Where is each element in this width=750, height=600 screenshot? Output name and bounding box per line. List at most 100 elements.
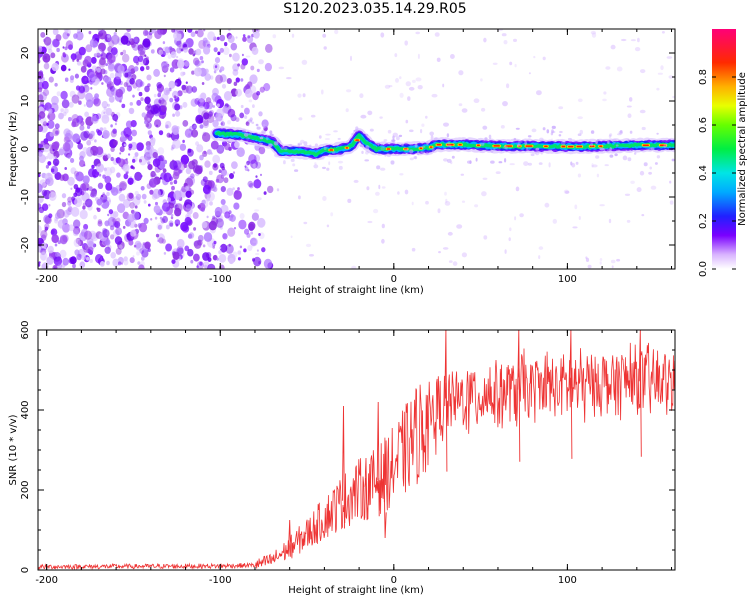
noise-blob	[107, 103, 110, 107]
noise-blob	[412, 79, 416, 83]
noise-blob	[609, 133, 613, 137]
noise-blob	[223, 91, 233, 101]
noise-blob	[169, 47, 173, 51]
noise-blob	[519, 213, 524, 218]
noise-blob	[367, 110, 373, 116]
noise-blob	[474, 204, 479, 208]
noise-blob	[414, 156, 418, 160]
spectrogram-y-label: Frequency (Hz)	[8, 111, 19, 187]
noise-blob	[171, 29, 175, 33]
noise-blob	[456, 224, 463, 229]
noise-blob	[78, 46, 86, 56]
noise-blob	[110, 130, 117, 138]
noise-blob	[399, 173, 404, 176]
noise-blob	[129, 78, 135, 85]
noise-blob	[59, 174, 65, 181]
noise-blob	[351, 265, 357, 269]
noise-blob	[104, 167, 113, 177]
noise-blob	[51, 62, 59, 72]
noise-blob	[219, 146, 224, 152]
noise-blob	[115, 227, 122, 236]
noise-blob	[140, 66, 145, 72]
noise-blob	[38, 261, 41, 264]
noise-blob	[409, 157, 414, 161]
noise-blob	[82, 175, 90, 184]
noise-blob	[237, 250, 242, 255]
noise-blob	[214, 65, 218, 69]
noise-blob	[62, 31, 69, 40]
noise-blob	[110, 124, 113, 128]
noise-blob	[379, 116, 383, 119]
noise-blob	[114, 221, 121, 228]
noise-blob	[617, 133, 622, 136]
noise-blob	[68, 101, 74, 108]
noise-blob	[269, 133, 274, 136]
noise-blob	[161, 105, 167, 113]
noise-blob	[380, 32, 385, 38]
noise-blob	[242, 129, 247, 133]
noise-blob	[249, 117, 253, 122]
noise-blob	[599, 261, 602, 265]
noise-blob	[175, 33, 182, 42]
noise-blob	[193, 253, 200, 262]
noise-blob	[54, 82, 58, 87]
noise-blob	[142, 38, 151, 48]
noise-blob	[610, 44, 616, 50]
noise-blob	[94, 152, 98, 156]
noise-blob	[261, 119, 269, 128]
noise-blob	[180, 71, 185, 77]
noise-blob	[126, 85, 133, 92]
noise-blob	[170, 216, 174, 220]
noise-blob	[104, 246, 111, 254]
noise-blob	[40, 32, 46, 38]
y-tick-label: 0	[20, 567, 31, 573]
noise-blob	[401, 143, 404, 146]
noise-blob	[121, 103, 126, 109]
noise-blob	[105, 63, 108, 67]
noise-blob	[134, 240, 142, 249]
noise-blob	[201, 221, 208, 229]
snr-series-line	[38, 342, 675, 570]
noise-blob	[46, 177, 54, 187]
noise-blob	[650, 185, 657, 190]
noise-blob	[361, 150, 364, 154]
noise-blob	[211, 217, 219, 226]
noise-blob	[176, 40, 182, 48]
noise-blob	[182, 85, 189, 94]
spectrogram-content	[38, 29, 675, 269]
noise-blob	[210, 140, 219, 150]
noise-blob	[192, 212, 199, 219]
noise-blob	[133, 244, 137, 248]
noise-blob	[164, 46, 171, 54]
noise-blob	[170, 147, 174, 151]
noise-blob	[334, 29, 339, 35]
noise-blob	[483, 37, 487, 43]
noise-blob	[179, 143, 187, 151]
noise-blob	[207, 149, 212, 155]
noise-blob	[84, 77, 88, 81]
noise-blob	[144, 154, 153, 164]
noise-blob	[56, 47, 60, 53]
noise-blob	[105, 182, 113, 191]
noise-blob	[614, 153, 618, 157]
noise-blob	[216, 103, 220, 108]
noise-blob	[671, 158, 675, 162]
snr-y-label: SNR (10 * v/v)	[8, 414, 19, 485]
noise-blob	[226, 187, 234, 196]
noise-blob	[46, 115, 51, 119]
noise-blob	[110, 252, 116, 259]
noise-blob	[132, 82, 138, 89]
noise-blob	[107, 34, 111, 38]
noise-blob	[56, 91, 61, 97]
noise-blob	[236, 150, 240, 153]
noise-blob	[222, 175, 225, 178]
noise-blob	[107, 58, 113, 65]
noise-blob	[546, 129, 550, 134]
noise-blob	[67, 205, 73, 211]
noise-blob	[158, 237, 164, 244]
noise-blob	[128, 239, 134, 246]
noise-blob	[202, 252, 210, 261]
noise-blob	[167, 197, 171, 203]
noise-blob	[51, 95, 59, 105]
noise-blob	[150, 137, 156, 144]
